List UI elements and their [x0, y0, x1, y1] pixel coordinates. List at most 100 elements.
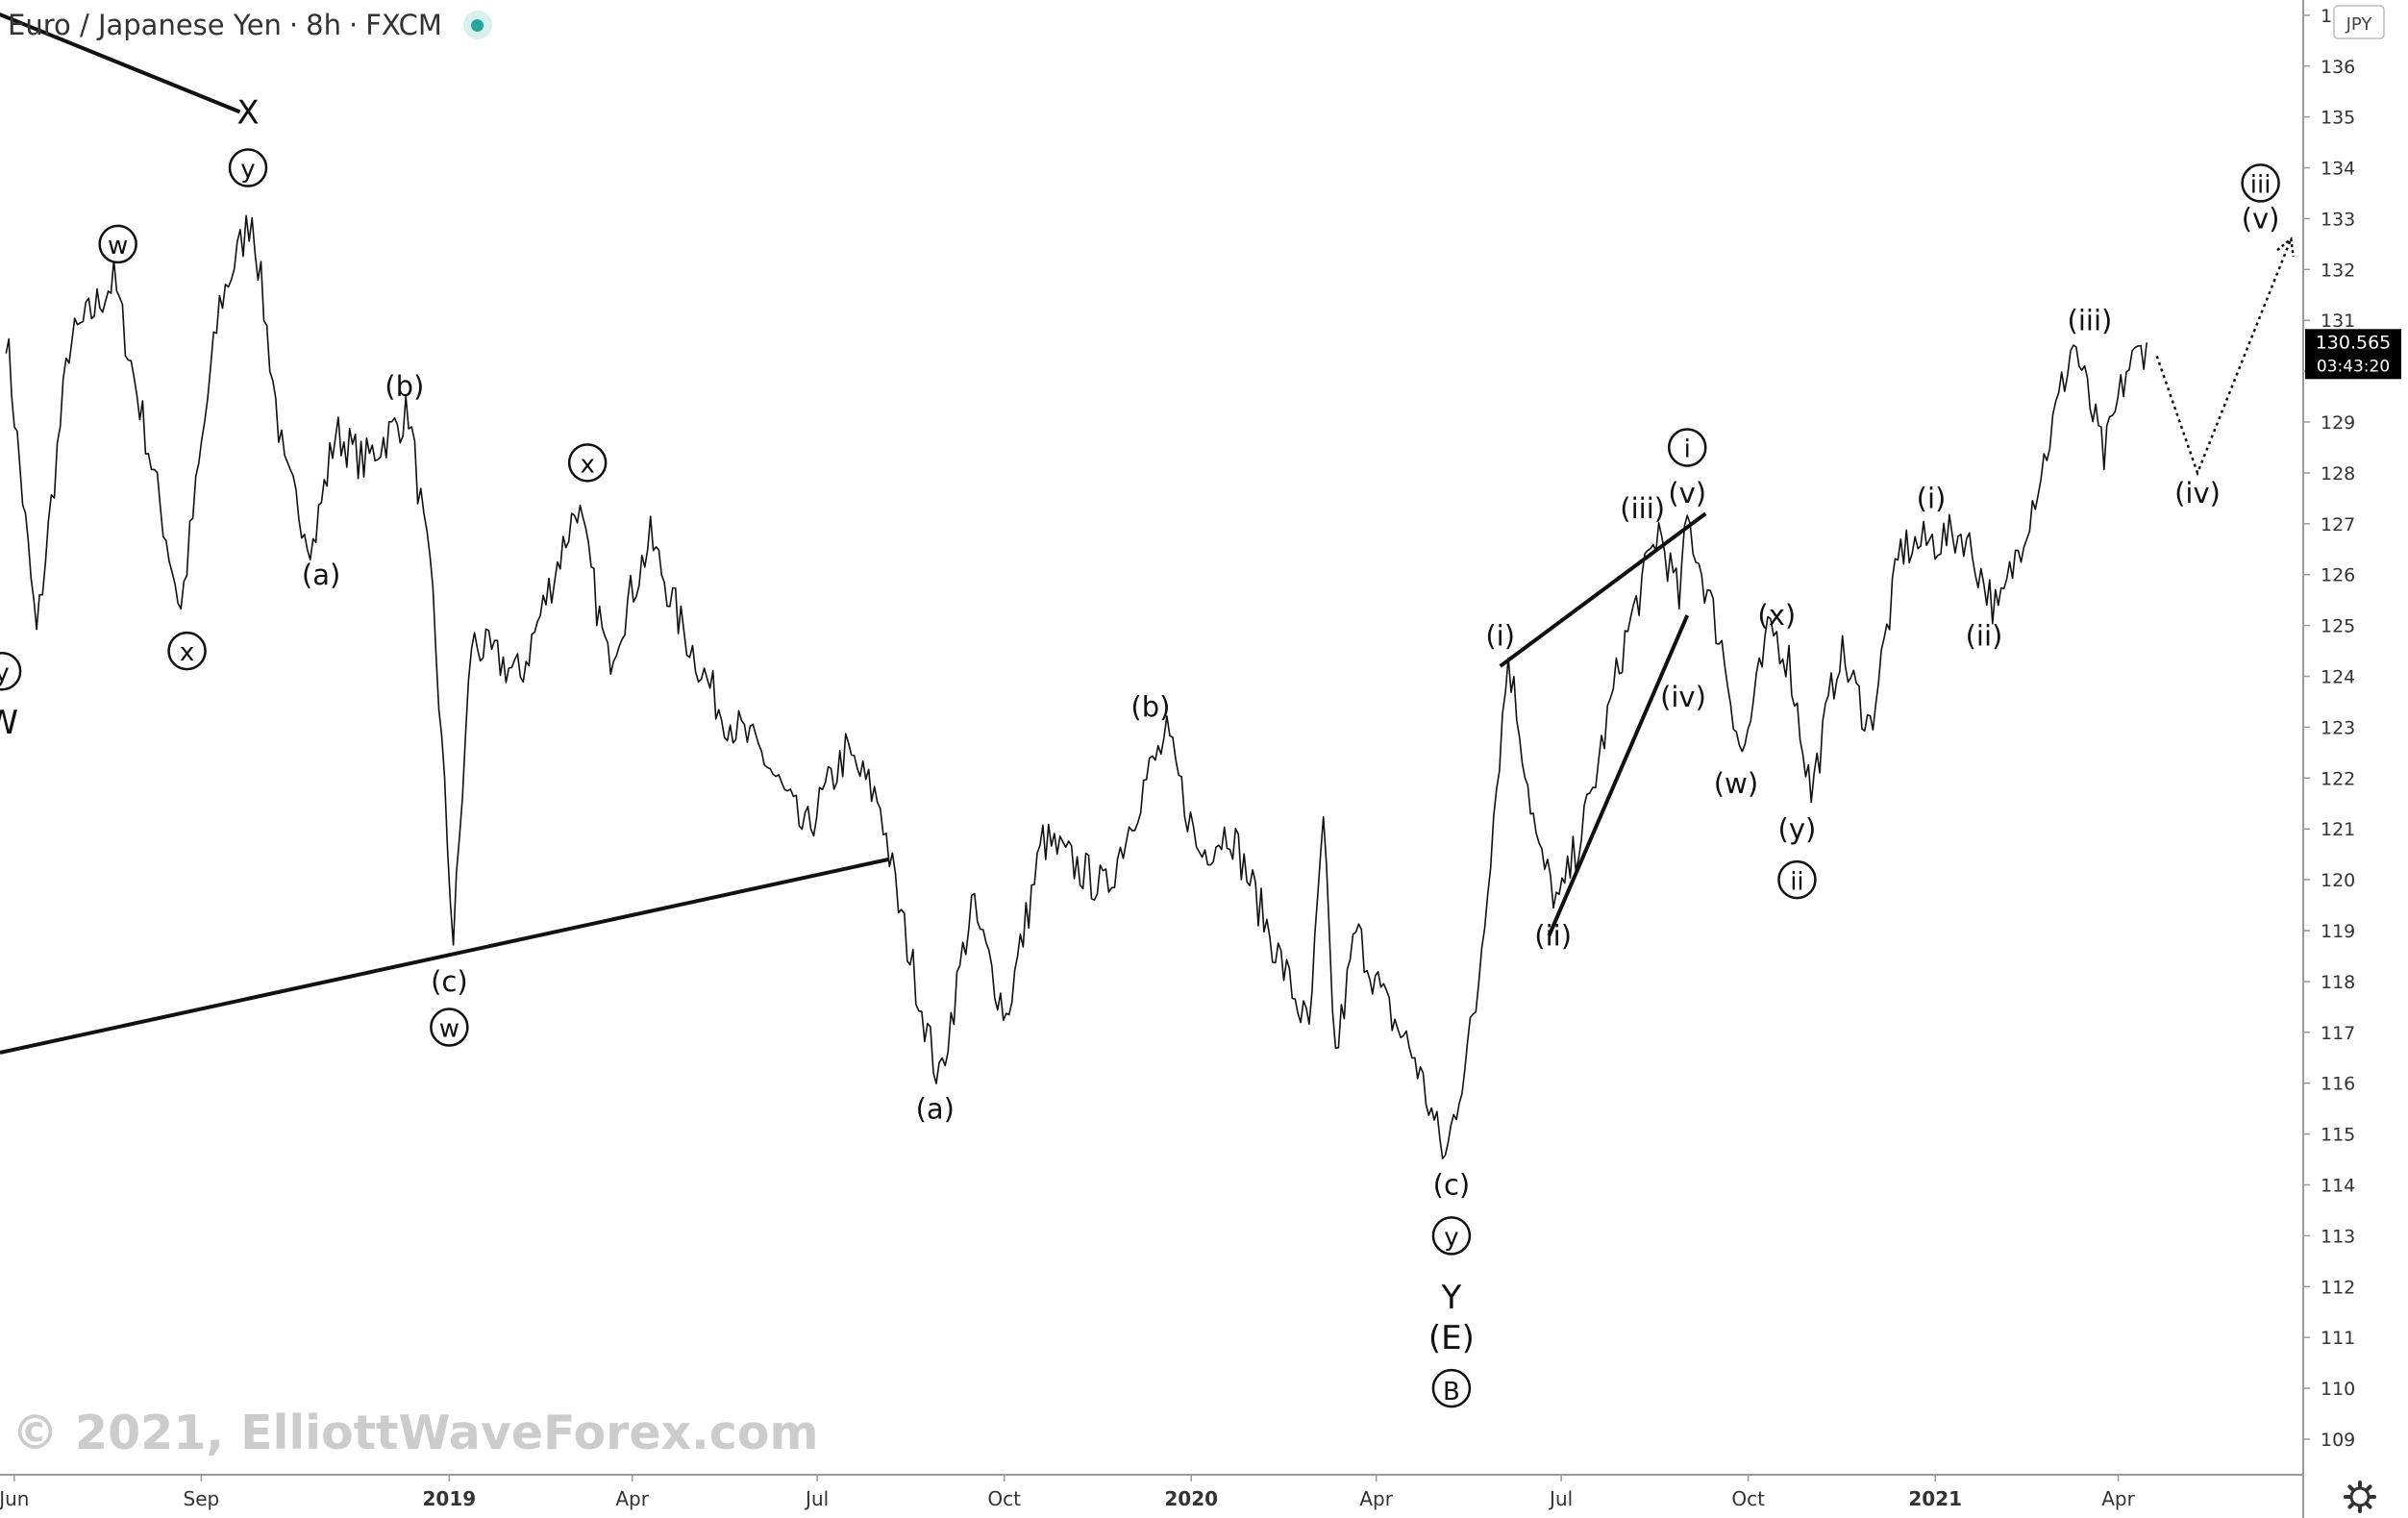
wave-label-circled[interactable]: B — [1431, 1368, 1472, 1408]
exchange-label: FXCM — [365, 9, 442, 41]
wave-label[interactable]: (b) — [385, 370, 424, 403]
price-tick-label: 115 — [2321, 1125, 2355, 1146]
price-tick-label: 136 — [2321, 57, 2355, 78]
wave-label[interactable]: (v) — [2242, 203, 2280, 236]
currency-badge[interactable]: JPY — [2333, 5, 2385, 39]
wave-label-circled[interactable]: w — [430, 1008, 469, 1047]
wave-label-text: (a) — [916, 1092, 955, 1125]
wave-label-text: Y — [1441, 1279, 1462, 1317]
wave-label-text: y — [1444, 1224, 1458, 1253]
price-tick-label: 109 — [2321, 1430, 2355, 1451]
symbol-name[interactable]: Euro / Japanese Yen — [8, 9, 282, 41]
wave-label-text: (b) — [1130, 690, 1170, 723]
time-axis[interactable]: Jun Sep 2019 Apr Jul Oct 2020 Apr Jul Oct 2021 Apr — [0, 1475, 2136, 1510]
price-tick-label: 127 — [2321, 514, 2355, 535]
projection-arrowhead — [2276, 236, 2295, 257]
last-price-value: 130.565 — [2316, 332, 2392, 353]
price-tick-label: 121 — [2321, 819, 2355, 840]
price-tick-label: 123 — [2321, 717, 2355, 738]
interval-label[interactable]: 8h — [306, 9, 341, 41]
wave-label[interactable]: (c) — [1433, 1169, 1471, 1202]
trendline[interactable] — [1547, 614, 1690, 937]
currency-badge-label: JPY — [2346, 14, 2373, 35]
wave-label-circled[interactable]: ii — [1777, 859, 1817, 900]
wave-label[interactable]: W — [0, 704, 18, 742]
time-tick-label: Jul — [804, 1487, 829, 1510]
wave-label-text: (iv) — [1660, 681, 1706, 713]
time-tick-label: 2019 — [423, 1487, 477, 1510]
trendline[interactable] — [0, 857, 889, 1055]
wave-label-text: (c) — [1433, 1169, 1471, 1202]
time-tick-label: 2021 — [1908, 1487, 1962, 1510]
price-tick-label: 122 — [2321, 768, 2355, 789]
wave-label[interactable]: (a) — [916, 1092, 955, 1125]
market-status-icon[interactable] — [462, 11, 492, 39]
wave-label-circled[interactable]: iii — [2241, 163, 2280, 203]
copyright-watermark: © 2021, ElliottWaveForex.com — [12, 1406, 819, 1460]
price-tick-label: 113 — [2321, 1226, 2355, 1247]
projection-line[interactable] — [2155, 238, 2293, 477]
wave-label-text: (a) — [302, 559, 340, 591]
price-tick-label: 128 — [2321, 463, 2355, 485]
wave-label-text: (i) — [1485, 619, 1515, 652]
price-tick-label: 114 — [2321, 1175, 2355, 1196]
wave-label[interactable]: (c) — [431, 965, 468, 998]
wave-label-text: (iv) — [2174, 477, 2221, 510]
price-tick-label: 125 — [2321, 616, 2355, 637]
wave-label[interactable]: (i) — [1917, 483, 1947, 515]
wave-label[interactable]: (b) — [1130, 690, 1170, 723]
header-separator: · — [348, 9, 359, 41]
time-tick-label: Oct — [1731, 1487, 1765, 1510]
price-tick-label: 110 — [2321, 1379, 2355, 1400]
wave-label-circled[interactable]: y — [1431, 1216, 1472, 1256]
wave-label-text: x — [580, 451, 594, 480]
wave-label[interactable]: Y — [1441, 1279, 1462, 1317]
wave-label-text: w — [439, 1015, 459, 1044]
wave-label[interactable]: (ii) — [1966, 619, 2003, 652]
wave-label[interactable]: (ii) — [1534, 919, 1572, 952]
wave-label[interactable]: (iii) — [2068, 304, 2113, 336]
wave-label-text: W — [0, 704, 18, 742]
wave-label-text: (y) — [1778, 812, 1817, 845]
price-line[interactable] — [5, 214, 2147, 1159]
wave-label-circled[interactable]: i — [1667, 428, 1707, 467]
wave-label[interactable]: X — [236, 93, 259, 132]
wave-label-circled[interactable]: y — [0, 651, 22, 691]
wave-label-text: y — [240, 156, 255, 185]
wave-label-text: (x) — [1757, 599, 1796, 632]
wave-label-text: (iii) — [2068, 304, 2113, 336]
wave-label[interactable]: (x) — [1757, 599, 1796, 632]
wave-labels: XywyWx(b)(a)x(c)w(b)(a)(c)yY(E)B(i)(ii)(… — [0, 93, 2280, 1408]
last-price-badge: 130.565 03:43:20 — [2305, 329, 2401, 380]
wave-label[interactable]: (a) — [302, 559, 340, 591]
countdown-timer: 03:43:20 — [2317, 357, 2390, 376]
wave-label[interactable]: (iv) — [2174, 477, 2221, 510]
price-tick-label: 133 — [2321, 209, 2355, 230]
wave-label[interactable]: (y) — [1778, 812, 1817, 845]
wave-label[interactable]: (iii) — [1620, 492, 1665, 525]
trendline[interactable] — [0, 0, 241, 114]
wave-label-text: w — [108, 232, 128, 261]
wave-label[interactable]: (w) — [1714, 767, 1758, 800]
price-tick-label: 111 — [2321, 1328, 2355, 1349]
wave-label-circled[interactable]: y — [228, 148, 268, 187]
wave-label[interactable]: (i) — [1485, 619, 1515, 652]
time-tick-label: Sep — [184, 1487, 220, 1510]
wave-label-circled[interactable]: x — [167, 631, 207, 671]
wave-label-text: (iii) — [1620, 492, 1665, 525]
price-tick-label: 119 — [2321, 921, 2355, 942]
wave-label[interactable]: (E) — [1428, 1319, 1475, 1357]
price-tick-label: 134 — [2321, 159, 2355, 180]
wave-label-text: (i) — [1917, 483, 1947, 515]
wave-label[interactable]: (v) — [1668, 477, 1706, 510]
time-tick-label: 2020 — [1164, 1487, 1218, 1510]
wave-label-text: (ii) — [1966, 619, 2003, 652]
wave-label-circled[interactable]: x — [567, 443, 608, 483]
wave-label[interactable]: (iv) — [1660, 681, 1706, 713]
price-tick-label: 135 — [2321, 108, 2355, 129]
price-axis[interactable]: 109 110 111 112 113 114 115 116 117 118 119 120 121 1… — [2303, 6, 2355, 1451]
settings-gear-icon[interactable] — [2344, 1481, 2376, 1513]
trendline[interactable] — [1499, 511, 1707, 668]
wave-label-circled[interactable]: w — [98, 224, 137, 264]
